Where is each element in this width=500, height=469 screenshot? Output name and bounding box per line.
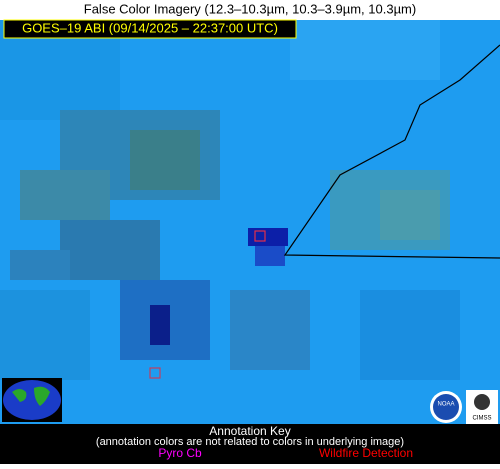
cimss-logo: CIMSS [466,390,498,424]
title: False Color Imagery (12.3–10.3µm, 10.3–3… [84,1,416,16]
subtitle-box [3,19,297,39]
legend-item: Wildfire Detection [319,446,413,460]
annotation-title: Annotation Key [209,424,290,438]
noaa-logo: NOAA [430,391,462,423]
legend-item: Pyro Cb [158,446,202,460]
annotation-note: (annotation colors are not related to co… [96,436,404,448]
satellite-image [0,20,500,424]
subtitle: GOES–19 ABI (09/14/2025 – 22:37:00 UTC) [22,20,278,35]
title-bar [0,0,500,20]
annotation-bar [0,424,500,464]
logo-text: CIMSS [472,416,491,422]
logo-text: NOAA [437,402,454,408]
globe-icon [2,378,62,422]
